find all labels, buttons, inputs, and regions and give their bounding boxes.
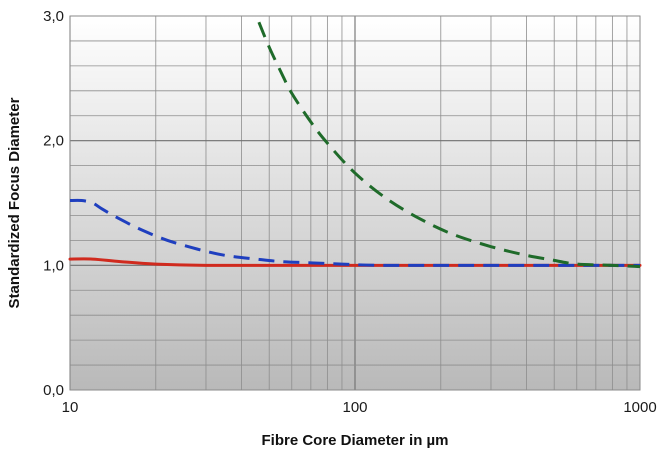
series-line-1 (69, 198, 640, 267)
x-tick-label: 100 (342, 399, 367, 416)
x-axis-title: Fibre Core Diameter in µm (261, 432, 448, 449)
y-tick-label: 1,0 (43, 257, 64, 274)
y-axis-title: Standardized Focus Diameter (6, 97, 23, 308)
grid (69, 15, 640, 391)
plot-frame (69, 15, 641, 391)
series-line-3 (257, 21, 641, 269)
y-tick-labels: 0,0 1,0 2,0 3,0 (43, 8, 64, 399)
y-tick-label: 0,0 (43, 382, 64, 399)
y-tick-label: 2,0 (43, 133, 64, 150)
y-tick-label: 3,0 (43, 8, 64, 25)
series-group (68, 21, 642, 269)
x-tick-labels: 10 100 1000 (62, 399, 657, 416)
x-tick-label: 10 (62, 399, 79, 416)
x-tick-label: 1000 (623, 399, 656, 416)
